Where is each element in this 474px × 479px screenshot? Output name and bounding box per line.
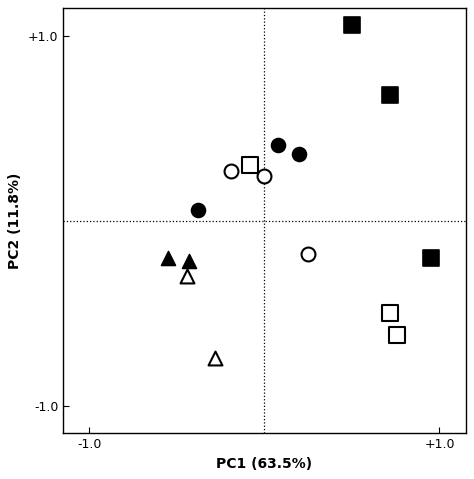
Point bbox=[194, 206, 202, 214]
Point bbox=[246, 161, 254, 169]
X-axis label: PC1 (63.5%): PC1 (63.5%) bbox=[217, 456, 312, 471]
Point bbox=[164, 254, 172, 262]
Point bbox=[212, 354, 219, 361]
Point bbox=[348, 21, 356, 29]
Point bbox=[261, 172, 268, 180]
Point bbox=[296, 150, 303, 158]
Point bbox=[184, 273, 191, 280]
Point bbox=[228, 167, 235, 175]
Point bbox=[185, 258, 193, 265]
Point bbox=[393, 331, 401, 339]
Y-axis label: PC2 (11.8%): PC2 (11.8%) bbox=[9, 172, 22, 269]
Point bbox=[274, 141, 282, 149]
Point bbox=[427, 254, 435, 262]
Point bbox=[387, 309, 394, 317]
Point bbox=[304, 250, 312, 258]
Point bbox=[387, 91, 394, 99]
